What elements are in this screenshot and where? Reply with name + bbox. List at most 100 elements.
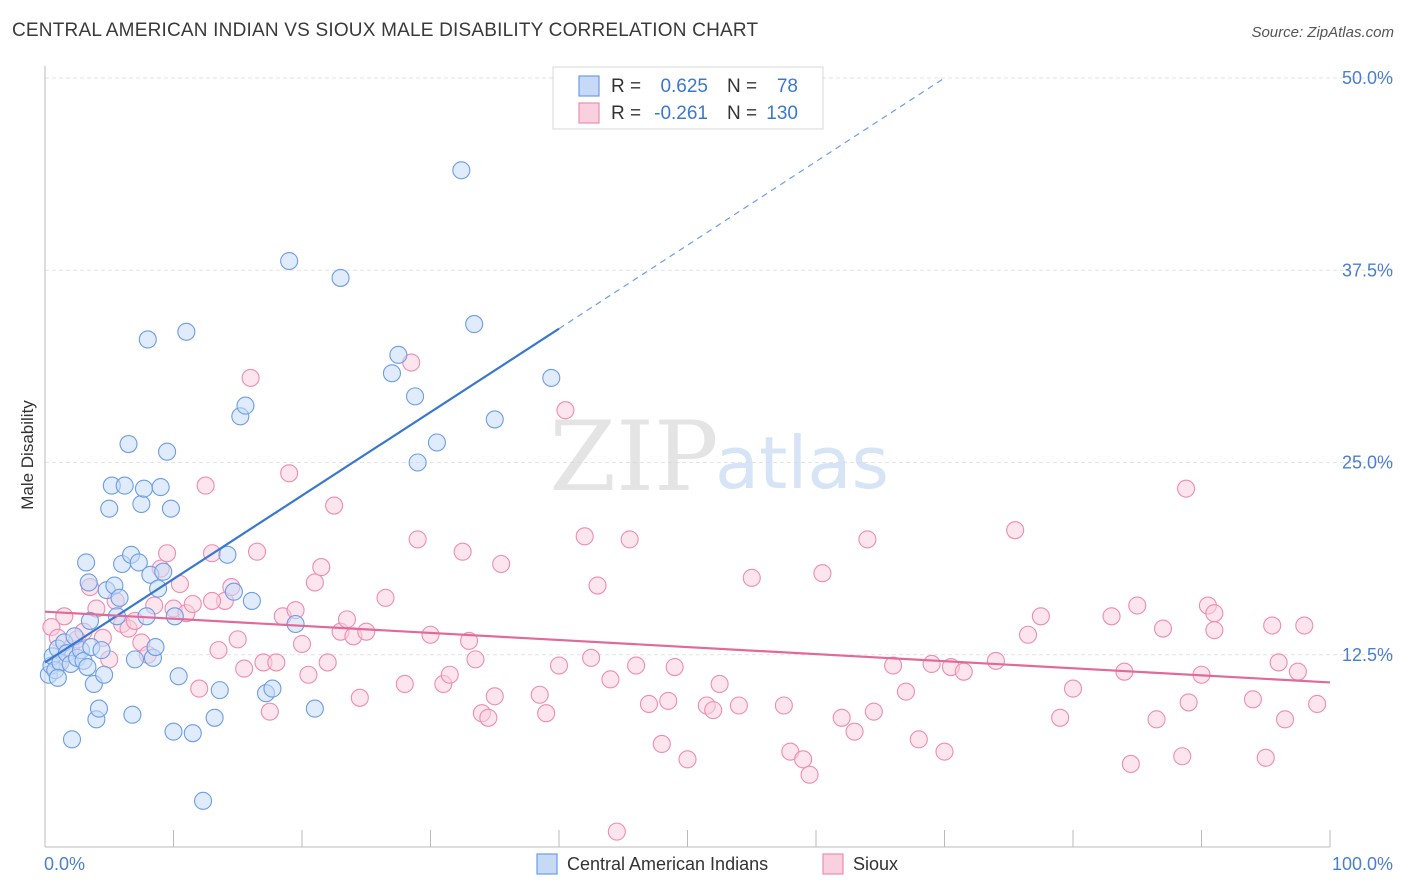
trend-lines bbox=[44, 77, 1331, 684]
sioux-point bbox=[312, 558, 331, 577]
legend-bottom-blue-swatch bbox=[536, 853, 558, 875]
central-american-indians-point bbox=[169, 667, 188, 686]
legend-top-blue-swatch bbox=[578, 75, 600, 97]
sioux-trend-line bbox=[44, 610, 1331, 684]
central-american-indians-point bbox=[138, 330, 157, 349]
sioux-point bbox=[1121, 754, 1140, 773]
sioux-point bbox=[1173, 747, 1192, 766]
central-american-indians-point bbox=[236, 396, 255, 415]
central-american-indians-point bbox=[183, 724, 202, 743]
central-american-indians-point bbox=[146, 638, 165, 657]
sioux-point bbox=[241, 368, 260, 387]
central-american-indians-point bbox=[427, 433, 446, 452]
sioux-point bbox=[575, 527, 594, 546]
sioux-point bbox=[158, 544, 177, 563]
sioux-point bbox=[858, 530, 877, 549]
central-american-indians-point bbox=[134, 479, 153, 498]
sioux-point bbox=[832, 708, 851, 727]
central-american-indians-point bbox=[89, 699, 109, 718]
sioux-point bbox=[209, 641, 228, 660]
central-american-indians-point bbox=[79, 573, 98, 592]
sioux-point bbox=[813, 564, 832, 583]
sioux-point bbox=[479, 708, 498, 727]
central-american-indians-point bbox=[110, 588, 129, 607]
legend-top-n-label-1: N = bbox=[727, 76, 757, 97]
sioux-point bbox=[935, 742, 954, 761]
central-american-indians-point bbox=[465, 315, 484, 334]
sioux-point bbox=[350, 688, 369, 707]
sioux-point bbox=[607, 822, 626, 841]
sioux-point bbox=[954, 662, 973, 681]
sioux-point bbox=[466, 650, 485, 669]
legend-bottom-pink-label: Sioux bbox=[853, 854, 898, 874]
legend-top-n-label-2: N = bbox=[727, 103, 757, 124]
central-american-indians-point bbox=[95, 665, 114, 684]
legend-top-r-value-2: -0.261 bbox=[654, 103, 708, 124]
axes bbox=[44, 66, 1331, 848]
sioux-point bbox=[1006, 521, 1025, 540]
sioux-point bbox=[639, 694, 659, 714]
central-american-indians-point bbox=[123, 705, 142, 724]
central-american-indians-point bbox=[161, 499, 180, 518]
y-axis-label: Male Disability bbox=[18, 400, 37, 510]
sioux-point bbox=[1243, 690, 1262, 709]
legend-top-r-label-1: R = bbox=[611, 76, 641, 97]
central-american-indians-point bbox=[78, 658, 97, 677]
sioux-point bbox=[1295, 616, 1314, 635]
sioux-point bbox=[1153, 619, 1172, 638]
sioux-point bbox=[729, 696, 748, 715]
sioux-point bbox=[909, 730, 928, 749]
x-tick-label-max: 100.0% bbox=[1332, 854, 1393, 874]
central-american-indians-point bbox=[165, 607, 184, 626]
sioux-point bbox=[884, 656, 903, 675]
sioux-point bbox=[710, 674, 729, 694]
legend-top-r-value-1: 0.625 bbox=[660, 76, 708, 97]
central-american-indians-point bbox=[224, 582, 243, 601]
sioux-point bbox=[299, 665, 318, 684]
central-american-indians-point bbox=[406, 387, 425, 406]
sioux-point bbox=[1018, 625, 1038, 644]
central-american-indians-point bbox=[218, 545, 237, 564]
central-american-indians-point bbox=[286, 614, 305, 634]
sioux-point bbox=[292, 634, 312, 654]
sioux-point bbox=[235, 659, 254, 678]
central-american-indians-trend-line bbox=[44, 327, 560, 664]
central-american-indians-point bbox=[158, 442, 177, 461]
sioux-point bbox=[627, 656, 646, 675]
sioux-point bbox=[896, 682, 916, 701]
sioux-point bbox=[325, 496, 344, 515]
sioux-point bbox=[421, 625, 440, 644]
sioux-point bbox=[549, 656, 569, 675]
sioux-point bbox=[337, 610, 357, 629]
legend-top: R = 0.625 N = 78 R = -0.261 N = 130 bbox=[552, 66, 824, 130]
watermark-zip: ZIP bbox=[549, 401, 718, 513]
central-american-indians-point bbox=[242, 591, 261, 610]
sioux-point bbox=[485, 687, 504, 706]
y-tick-label-2: 37.5% bbox=[1342, 260, 1393, 280]
y-tick-label-1: 25.0% bbox=[1342, 453, 1393, 473]
central-american-indians-point bbox=[62, 730, 82, 749]
sioux-point bbox=[280, 464, 299, 483]
tick-labels: 12.5% 25.0% 37.5% 50.0% 0.0% 100.0% bbox=[44, 68, 1393, 874]
central-american-indians-point bbox=[151, 478, 170, 497]
legend-top-n-value-2: 130 bbox=[766, 103, 798, 124]
sioux-point bbox=[864, 702, 883, 721]
central-american-indians-point bbox=[408, 453, 427, 472]
central-american-indians-point bbox=[280, 251, 299, 271]
x-tick-label-min: 0.0% bbox=[44, 854, 85, 874]
sioux-point bbox=[196, 476, 215, 495]
legend-bottom-pink-swatch bbox=[822, 853, 844, 875]
central-american-indians-point bbox=[125, 650, 144, 669]
central-american-indians-point bbox=[132, 494, 151, 514]
watermark-atlas: atlas bbox=[715, 421, 889, 505]
sioux-point bbox=[845, 722, 864, 741]
sioux-point bbox=[492, 554, 511, 574]
sioux-point bbox=[453, 542, 472, 561]
sioux-point bbox=[1128, 596, 1147, 615]
legend-bottom-blue-label: Central American Indians bbox=[567, 854, 768, 874]
sioux-point bbox=[800, 765, 819, 784]
sioux-point bbox=[1288, 662, 1307, 681]
sioux-point bbox=[652, 734, 671, 754]
central-american-indians-point bbox=[305, 699, 324, 718]
